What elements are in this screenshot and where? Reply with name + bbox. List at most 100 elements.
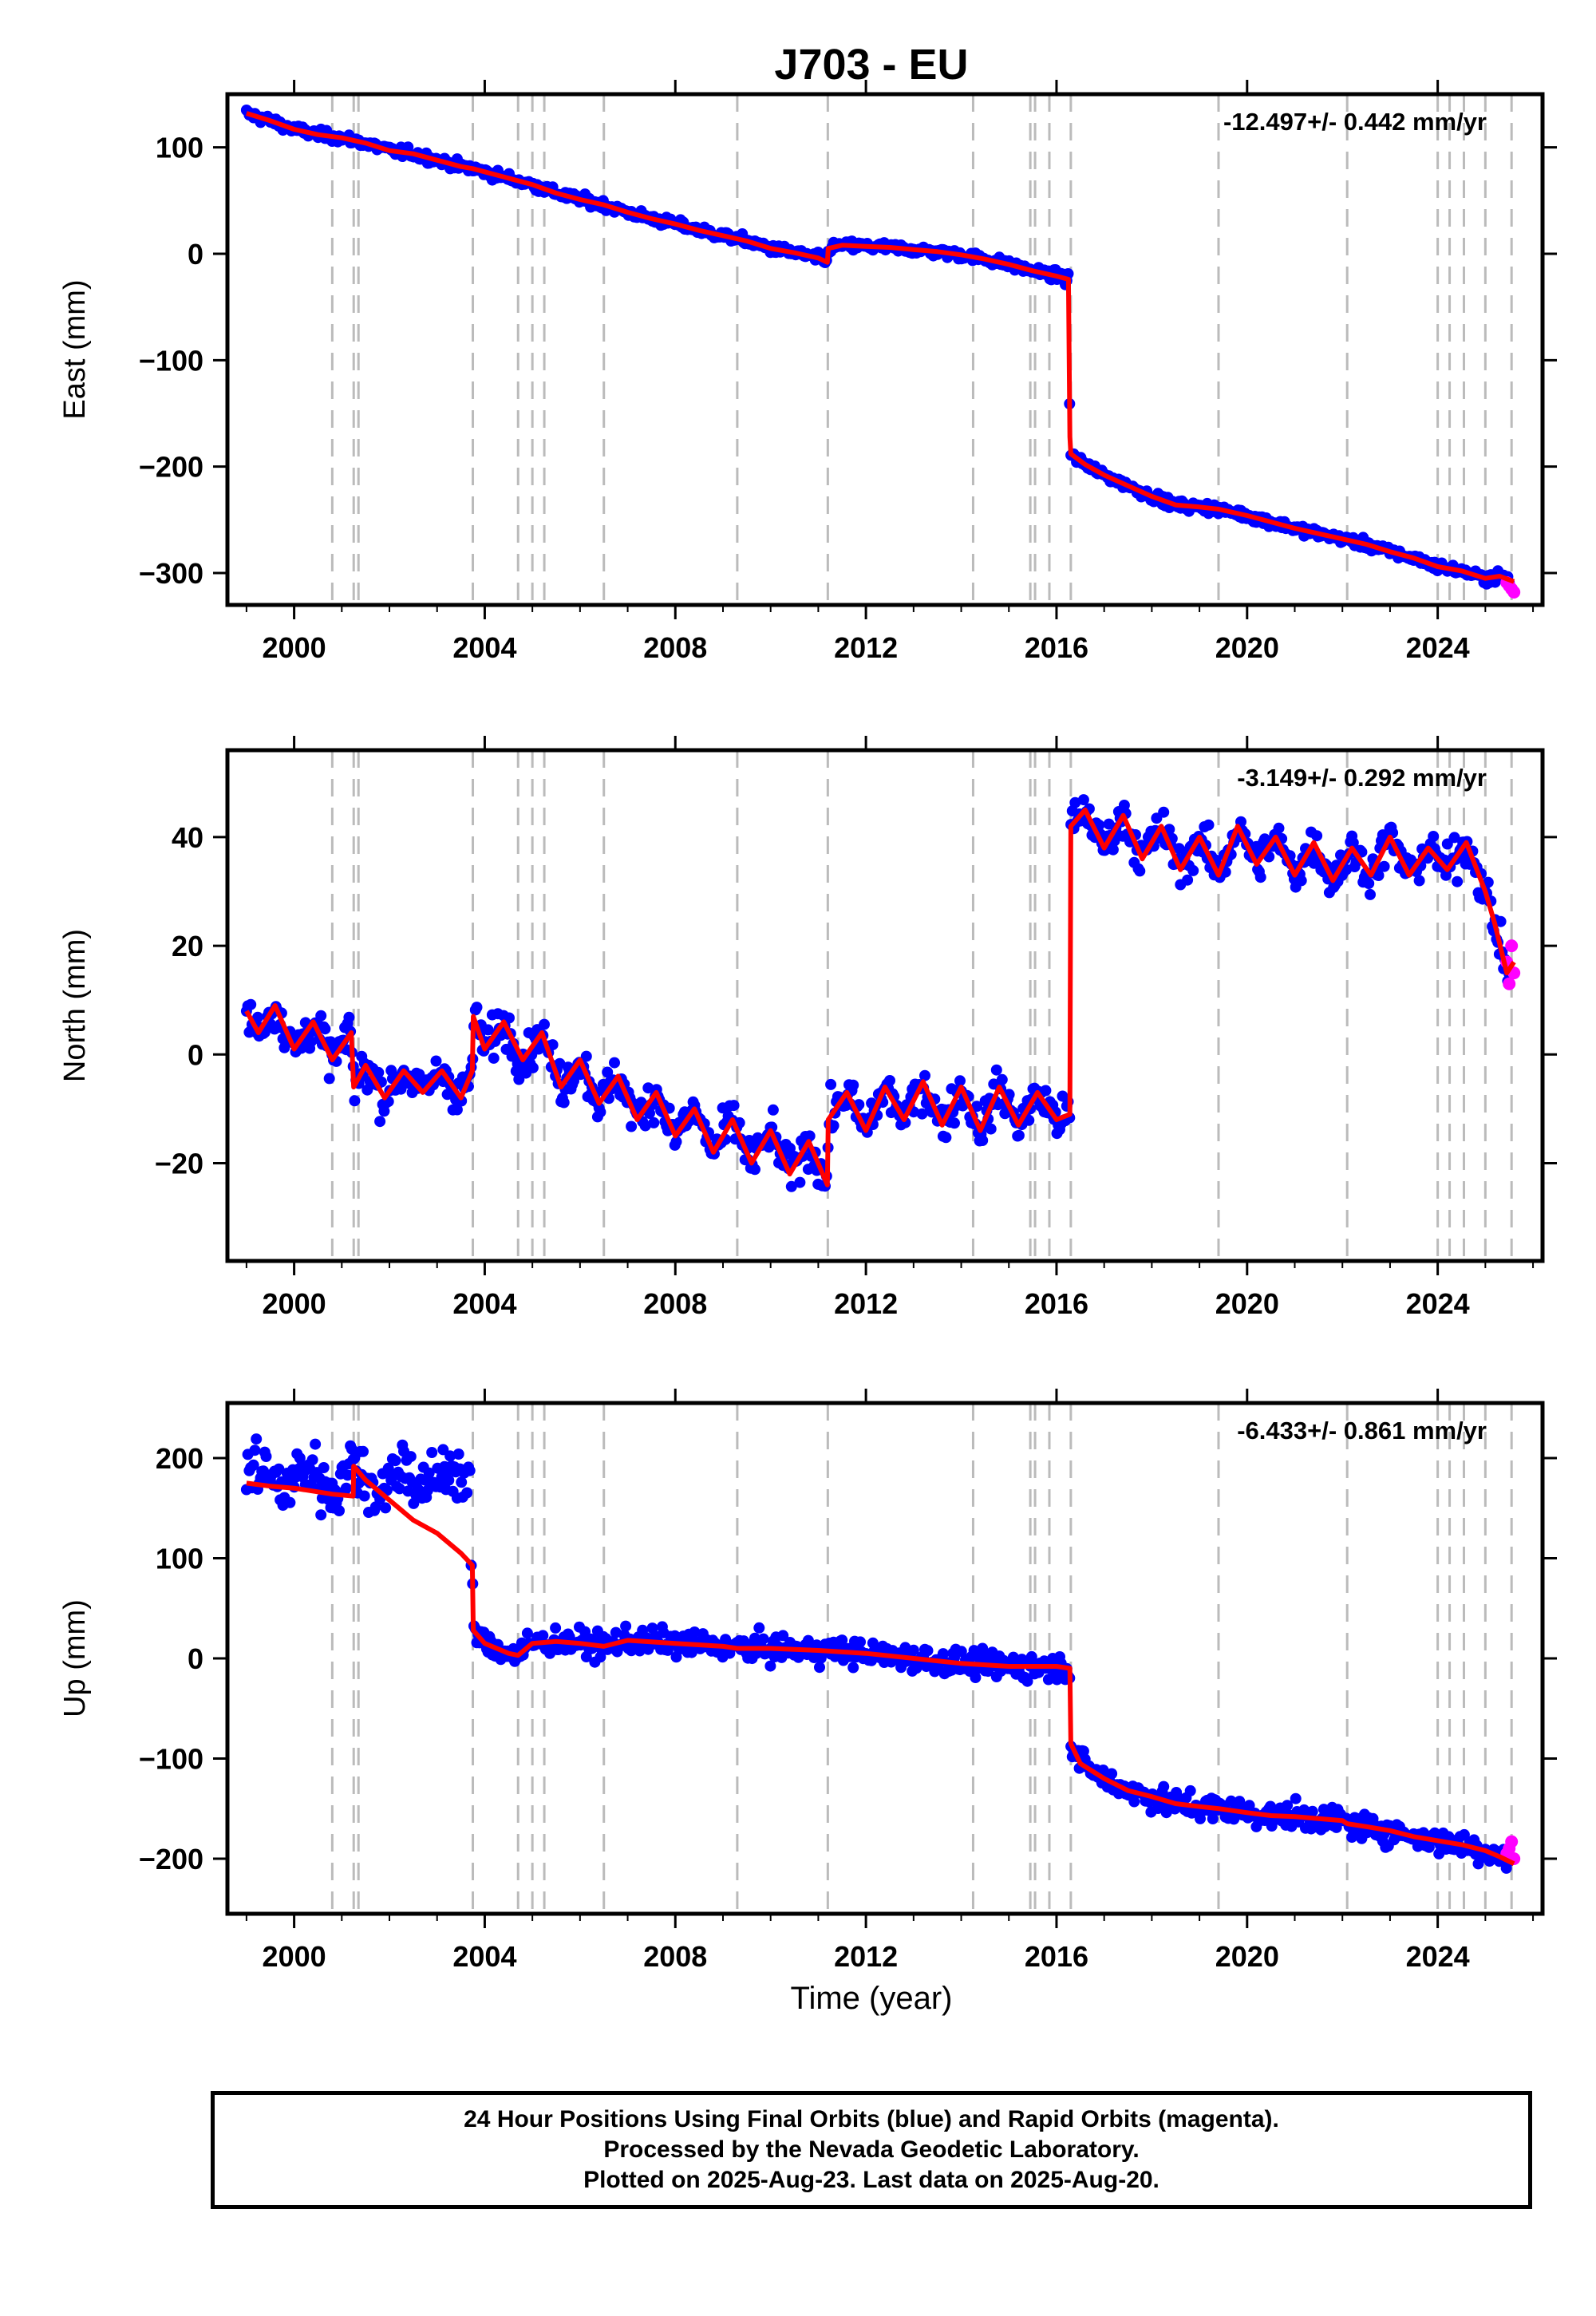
data-point (305, 1036, 317, 1048)
data-point (753, 1622, 765, 1634)
data-point (1118, 800, 1130, 811)
footer-line-3: Plotted on 2025-Aug-23. Last data on 202… (583, 2167, 1159, 2193)
data-point (971, 1101, 983, 1113)
data-point (1495, 915, 1507, 927)
x-tick-label: 2016 (1025, 1287, 1088, 1320)
data-point (922, 1645, 934, 1657)
data-point (393, 1483, 405, 1495)
data-point (1158, 1780, 1170, 1792)
data-point (836, 1634, 848, 1646)
y-tick-label: 0 (188, 1642, 203, 1675)
data-point (306, 1454, 318, 1466)
x-tick-label: 2020 (1215, 631, 1279, 664)
data-point (884, 1075, 895, 1086)
data-point (1203, 819, 1215, 831)
rapid-point (1503, 977, 1516, 990)
data-point (488, 1052, 500, 1064)
data-point (1311, 830, 1323, 842)
y-tick-label: −100 (139, 344, 203, 377)
data-point (358, 1490, 370, 1502)
data-point (547, 1039, 559, 1051)
data-point (626, 1120, 638, 1132)
data-point (1273, 822, 1285, 834)
data-point (777, 1630, 789, 1642)
data-point (273, 1463, 285, 1475)
data-point (940, 1132, 952, 1144)
data-point (814, 1662, 825, 1674)
data-point (602, 1066, 614, 1078)
data-point (580, 1050, 592, 1062)
y-tick-label: −100 (139, 1742, 203, 1775)
data-point (310, 1438, 322, 1450)
data-point (595, 1106, 606, 1118)
y-tick-label: −300 (139, 557, 203, 590)
data-point (1413, 875, 1425, 887)
data-point (1182, 874, 1194, 886)
data-point (279, 1041, 290, 1053)
data-point (985, 1123, 997, 1135)
data-point (1107, 844, 1119, 856)
data-point (1365, 888, 1376, 900)
data-point (757, 1633, 769, 1645)
data-point (648, 1117, 660, 1128)
data-point (249, 1445, 261, 1456)
x-tick-label: 2004 (452, 631, 516, 664)
rapid-point (1507, 586, 1521, 599)
data-point (247, 1459, 259, 1471)
data-point (1160, 1807, 1172, 1819)
data-point (444, 1450, 456, 1462)
data-point (251, 1433, 263, 1445)
data-point (451, 1104, 463, 1116)
data-point (245, 998, 257, 1010)
data-point (315, 1509, 327, 1521)
footer-line-2: Processed by the Nevada Geodetic Laborat… (603, 2136, 1140, 2163)
x-tick-label: 2000 (263, 1287, 326, 1320)
data-point (1295, 875, 1307, 887)
data-point (1013, 1129, 1025, 1141)
data-point (550, 1622, 562, 1634)
rate-label-up: -6.433+/- 0.861 mm/yr (1237, 1417, 1487, 1445)
data-point (1290, 1792, 1302, 1804)
data-point (1207, 1813, 1219, 1824)
data-point (764, 1660, 776, 1672)
rate-label-east: -12.497+/- 0.442 mm/yr (1223, 108, 1487, 136)
data-point (426, 1447, 438, 1458)
data-point (482, 1024, 494, 1036)
data-point (916, 1108, 928, 1120)
data-point (1440, 869, 1452, 881)
data-point (1025, 1650, 1037, 1662)
y-tick-label: −20 (155, 1147, 203, 1180)
plot-frame (225, 748, 1545, 1263)
data-point (970, 1672, 982, 1683)
x-tick-label: 2024 (1406, 631, 1470, 664)
chart-title: J703 - EU (774, 41, 968, 89)
data-point (1128, 1796, 1140, 1808)
data-point (749, 1164, 760, 1176)
data-point (855, 1636, 866, 1648)
panel-north: 2000 2004 2008 2012 2016 2020 2024 −20 0 20 40 Nort… (58, 736, 1557, 1320)
x-tick-label: 2012 (834, 1940, 898, 1973)
data-point (1452, 875, 1464, 887)
data-point (334, 1505, 345, 1516)
x-tick-label: 2016 (1025, 1940, 1088, 1973)
panel-up: 2000 2004 2008 2012 2016 2020 2024 −200 −100 0 100… (58, 1389, 1557, 1973)
footer-line-1: 24 Hour Positions Using Final Orbits (bl… (464, 2106, 1279, 2132)
data-point (1448, 832, 1460, 844)
x-tick-label: 2004 (452, 1287, 516, 1320)
data-point (380, 1502, 392, 1514)
x-tick-label: 2004 (452, 1940, 516, 1973)
data-point (977, 1642, 989, 1654)
data-point (728, 1100, 740, 1112)
data-point (1254, 871, 1266, 883)
footer-box: 24 Hour Positions Using Final Orbits (bl… (211, 2091, 1532, 2209)
data-point (794, 1176, 806, 1188)
x-tick-label: 2008 (643, 1940, 707, 1973)
data-point (847, 1662, 859, 1674)
data-point (471, 1002, 483, 1014)
data-point (644, 1108, 655, 1119)
x-tick-label: 2000 (263, 1940, 326, 1973)
data-point (1306, 1805, 1318, 1817)
data-point (342, 1469, 354, 1481)
data-point (456, 1476, 468, 1488)
x-tick-label: 2020 (1215, 1287, 1279, 1320)
